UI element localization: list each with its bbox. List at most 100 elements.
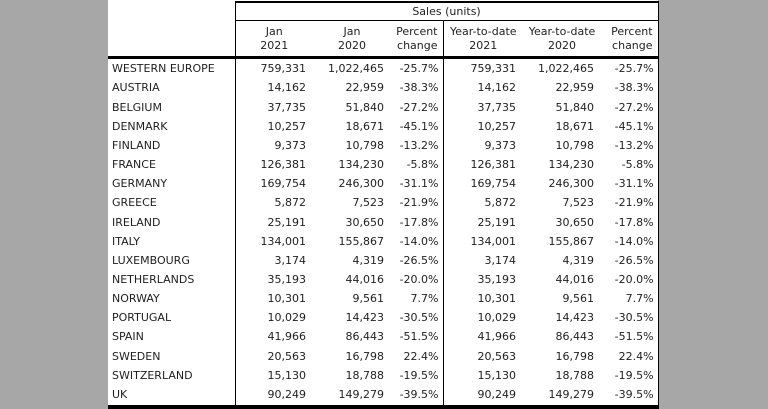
jan-2021-cell: 15,130 [234,365,313,385]
ytd-2021-cell: 41,966 [442,327,523,347]
header-ytd-2020: Year-to-date 2020 [523,20,601,59]
table-row: SPAIN 41,966 86,443 -51.5% 41,966 86,443… [108,327,659,347]
percent-change-cell: -26.5% [399,253,439,267]
jan-2020-cell: 86,443 [345,330,385,344]
table-row: NETHERLANDS 35,193 44,016 -20.0% 35,193 … [108,269,659,290]
country-cell: SWEDEN [112,349,161,363]
jan-2020-cell: 7,523 [352,196,385,210]
jan-2021-cell: 10,029 [234,308,313,328]
ytd-2021-cell: 10,257 [442,116,523,136]
header-line2: 2020 [338,38,366,52]
ytd-2020-cell: 149,279 [523,384,601,409]
percent-change-cell: -20.0% [399,273,439,286]
country-cell: FINLAND [112,138,161,152]
ytd-2021-cell: 3,174 [442,250,523,270]
jan-2021-cell: 25,191 [234,212,313,232]
percent-change-cell: 7.7% [410,292,439,306]
percent-change-cell: -38.3% [399,81,439,95]
ytd-percent-change-cell: -30.5% [601,308,659,328]
country-cell: GREECE [112,196,157,210]
jan-2020-cell: 10,798 [345,138,385,152]
ytd-2021-cell: 759,331 [442,57,523,79]
country-cell: NETHERLANDS [112,273,195,286]
percent-change-cell: -45.1% [399,119,439,133]
header-jan-2020: Jan 2020 [313,20,391,59]
table-row: AUSTRIA 14,162 22,959 -38.3% 14,162 22,9… [108,78,659,98]
table-row: GREECE 5,872 7,523 -21.9% 5,872 7,523 -2… [108,193,659,213]
header-jan-2021: Jan 2021 [234,20,313,59]
table-row: LUXEMBOURG 3,174 4,319 -26.5% 3,174 4,31… [108,250,659,270]
ytd-percent-change-cell: -39.5% [601,384,659,409]
table-row: SWITZERLAND 15,130 18,788 -19.5% 15,130 … [108,365,659,385]
jan-2021-cell: 41,966 [234,327,313,347]
country-cell: DENMARK [112,119,168,133]
header-ytd-percent-change: Percent change [601,20,659,59]
percent-change-cell: -5.8% [406,158,439,172]
table-row: FINLAND 9,373 10,798 -13.2% 9,373 10,798… [108,135,659,155]
ytd-percent-change-cell: -38.3% [601,78,659,98]
table-row: GERMANY 169,754 246,300 -31.1% 169,754 2… [108,174,659,194]
jan-2020-cell: 134,230 [338,158,385,172]
jan-2020-cell: 22,959 [345,81,385,95]
table-row: BELGIUM 37,735 51,840 -27.2% 37,735 51,8… [108,97,659,117]
ytd-percent-change-cell: 7.7% [601,289,659,309]
ytd-2021-cell: 126,381 [442,154,523,175]
ytd-2020-cell: 44,016 [555,273,595,286]
ytd-2021-cell: 14,162 [442,78,523,98]
ytd-2020-cell: 155,867 [548,234,595,248]
country-cell: LUXEMBOURG [112,253,190,267]
ytd-2021-cell: 9,373 [442,135,523,155]
jan-2020-cell: 18,671 [345,119,385,133]
header-line1: Year-to-date [528,24,596,38]
table-row: SWEDEN 20,563 16,798 22.4% 20,563 16,798… [108,346,659,366]
jan-2020-cell: 9,561 [352,292,385,306]
jan-2021-cell: 35,193 [234,269,313,290]
ytd-percent-change-cell: -13.2% [601,135,659,155]
ytd-2021-cell: 20,563 [442,346,523,366]
percent-change-cell: -30.5% [399,311,439,325]
table-row: ITALY 134,001 155,867 -14.0% 134,001 155… [108,231,659,251]
jan-2021-cell: 20,563 [234,346,313,366]
jan-2021-cell: 9,373 [234,135,313,155]
country-header-cell [108,20,235,59]
table-row: FRANCE 126,381 134,230 -5.8% 126,381 134… [108,154,659,175]
jan-2021-cell: 10,257 [234,116,313,136]
ytd-percent-change-cell: -31.1% [601,174,659,194]
ytd-percent-change-cell: -51.5% [601,327,659,347]
ytd-2021-cell: 5,872 [442,193,523,213]
ytd-2020-cell: 86,443 [555,330,595,344]
ytd-2020-cell: 134,230 [548,158,595,172]
country-cell: SWITZERLAND [112,368,193,382]
jan-2021-cell: 37,735 [234,97,313,117]
header-line1: Jan [343,24,361,38]
jan-2020-cell: 18,788 [345,368,385,382]
ytd-percent-change-cell: -14.0% [601,231,659,251]
jan-2021-cell: 90,249 [234,384,313,409]
percent-change-cell: -39.5% [391,384,443,409]
jan-2021-cell: 10,301 [234,289,313,309]
country-cell: PORTUGAL [112,311,172,325]
ytd-2021-cell: 90,249 [442,384,523,409]
header-line1: Percent [396,24,438,38]
ytd-percent-change-cell: -17.8% [601,212,659,232]
sales-table: Sales (units) Jan 2021 Jan 2020 Percent … [108,1,659,409]
table-row: UK 90,249 149,279 -39.5% 90,249 149,279 … [108,384,659,409]
ytd-2020-cell: 246,300 [548,177,595,191]
header-line1: Jan [265,24,283,38]
jan-2020-cell: 30,650 [345,215,385,229]
header-line2: 2021 [260,38,289,52]
ytd-percent-change-cell: 22.4% [601,346,659,366]
ytd-2020-cell: 9,561 [562,292,595,306]
header-ytd-2021: Year-to-date 2021 [442,20,523,59]
table-header-row: Jan 2021 Jan 2020 Percent change Year-to… [108,20,659,59]
country-cell: IRELAND [112,215,161,229]
ytd-2020-cell: 30,650 [555,215,595,229]
percent-change-cell: -14.0% [399,234,439,248]
jan-2021-cell: 14,162 [234,78,313,98]
jan-2021-cell: 5,872 [234,193,313,213]
table-row: IRELAND 25,191 30,650 -17.8% 25,191 30,6… [108,212,659,232]
ytd-2020-cell: 18,788 [555,368,595,382]
ytd-percent-change-cell: -19.5% [601,365,659,385]
ytd-percent-change-cell: -5.8% [601,154,659,175]
jan-2020-cell: 149,279 [313,384,391,409]
